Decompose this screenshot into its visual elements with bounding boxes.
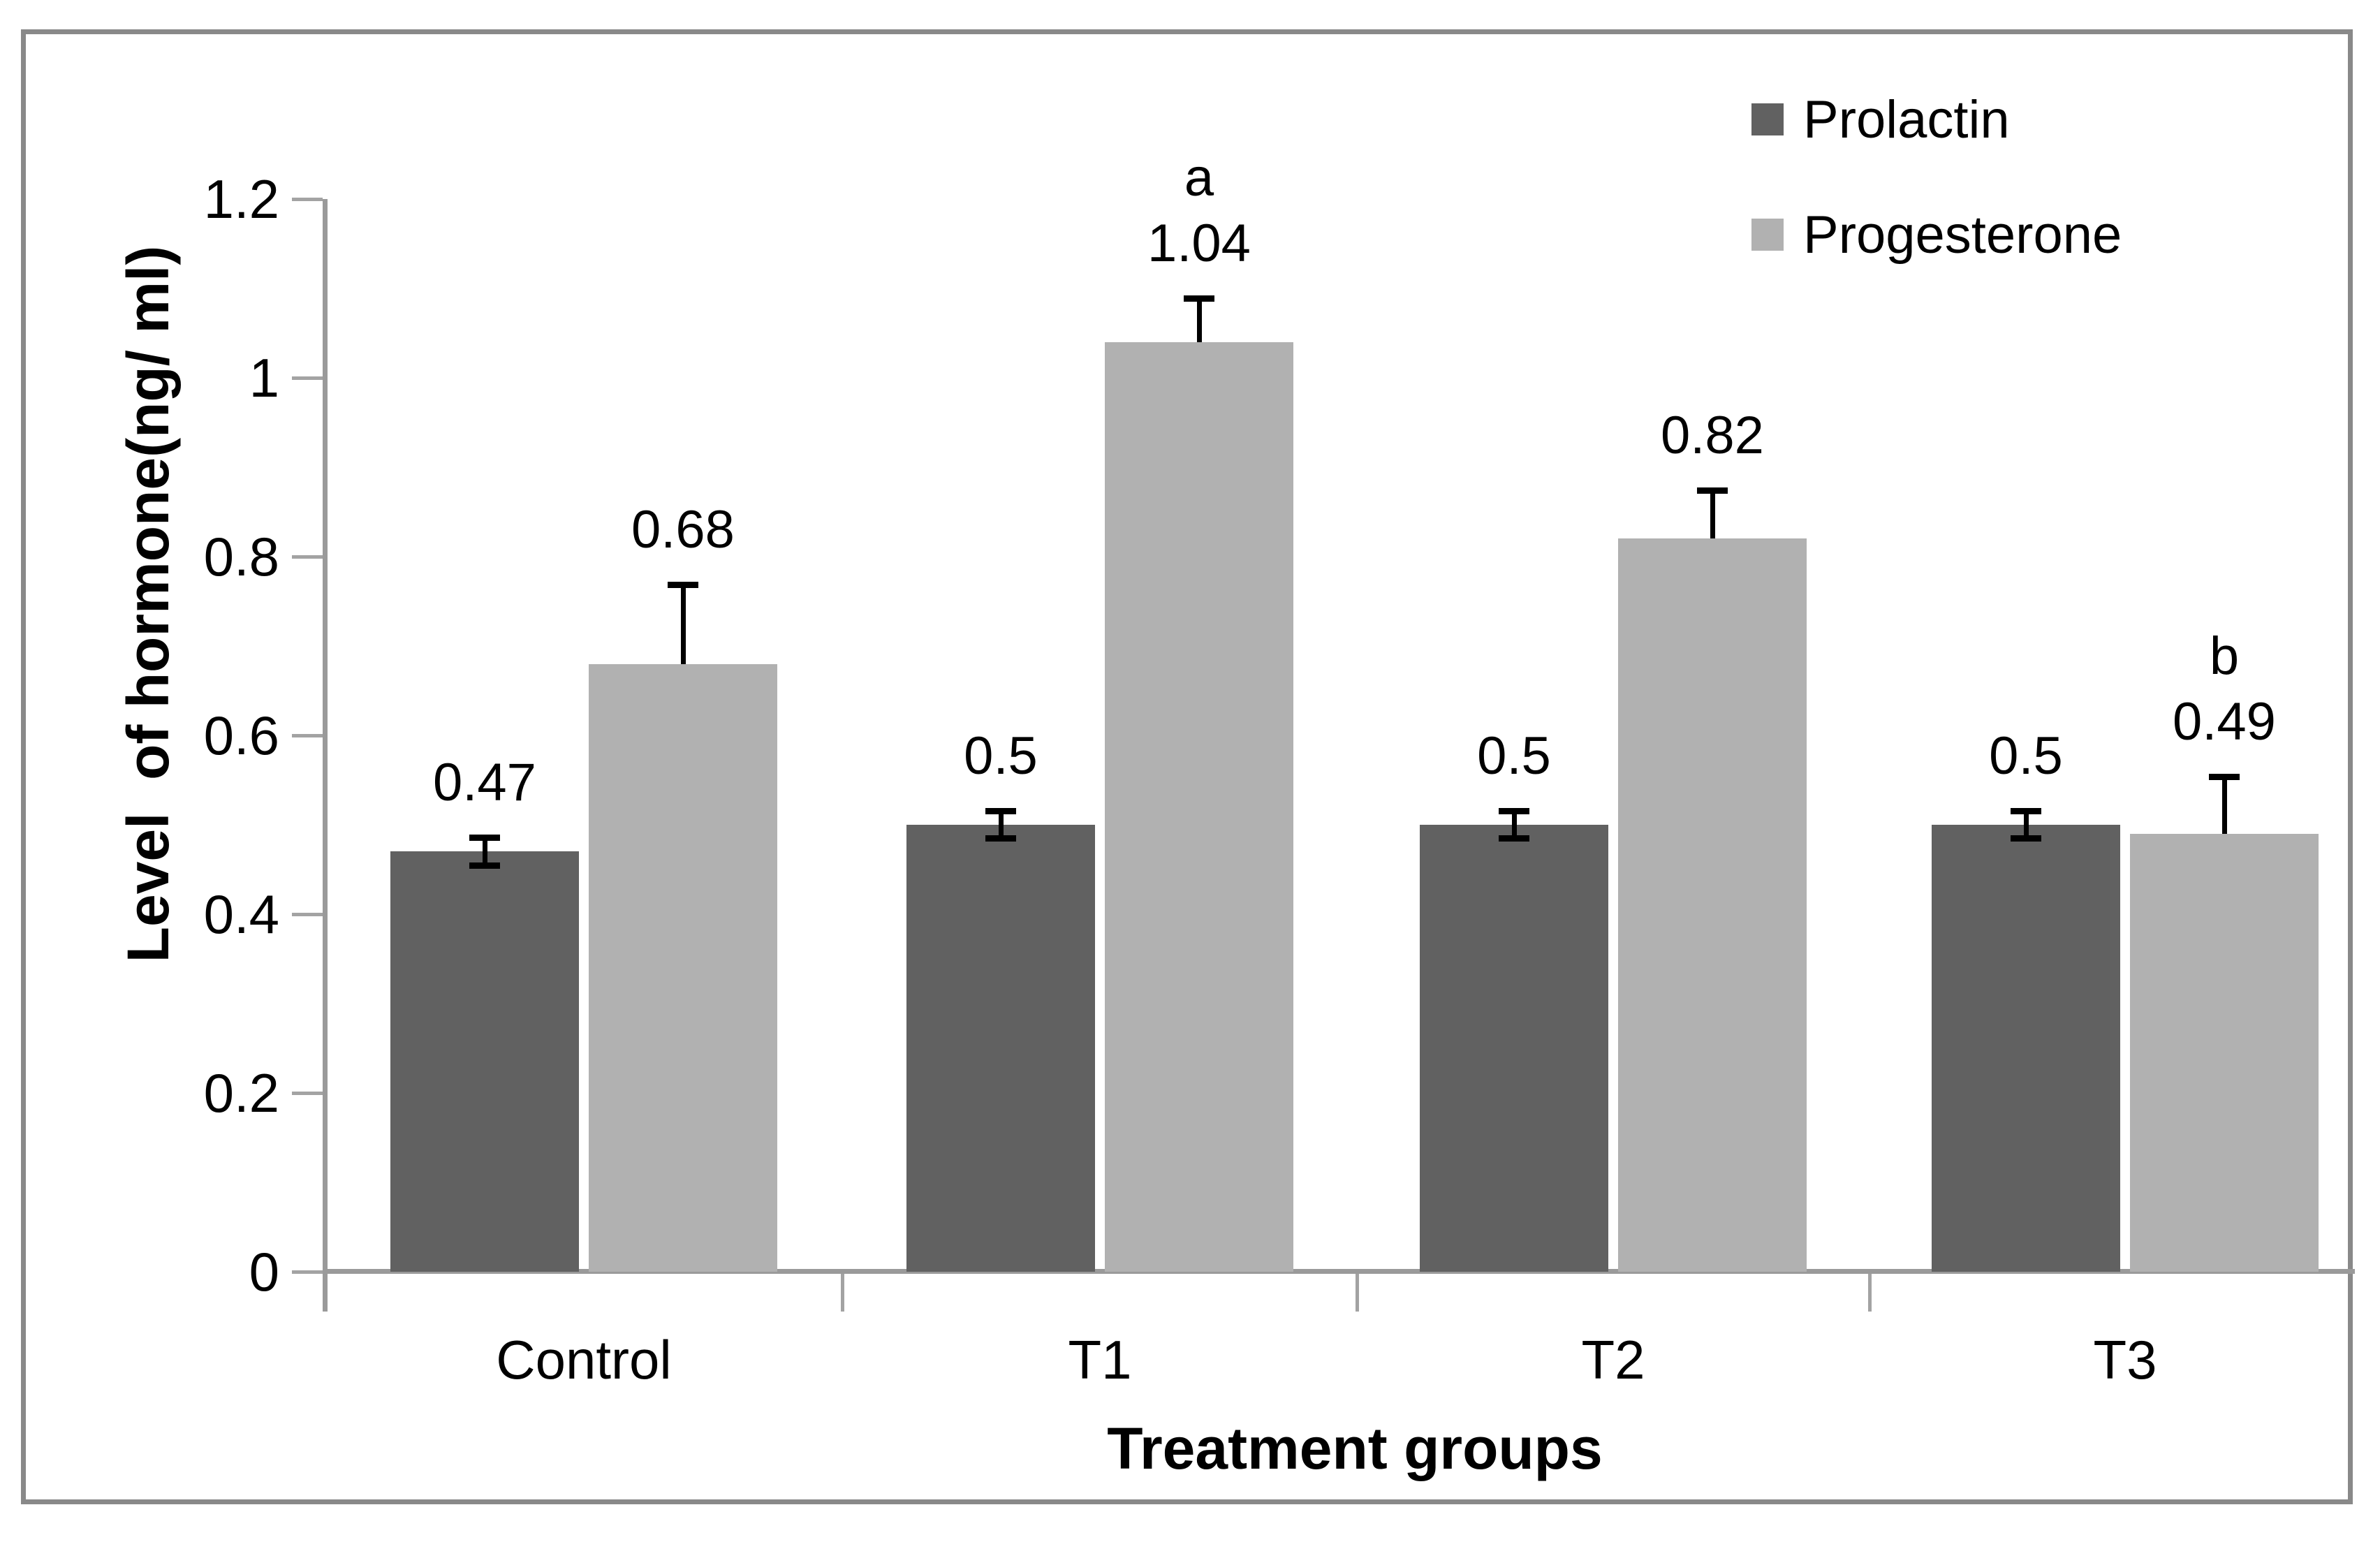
value-label: 0.82 xyxy=(1661,406,1764,466)
y-axis-tick xyxy=(292,376,323,380)
x-category-label: T3 xyxy=(2093,1329,2157,1390)
y-axis-title: Level of hormone(ng/ ml) xyxy=(115,245,181,963)
error-bar-cap-bottom xyxy=(985,835,1016,842)
y-axis-tick xyxy=(292,1270,323,1274)
error-bar-cap-top xyxy=(2209,774,2240,780)
x-axis-tick xyxy=(841,1274,844,1312)
x-category-label: T1 xyxy=(1068,1329,1132,1390)
error-bar-cap-top xyxy=(668,581,698,588)
y-tick-label: 1.2 xyxy=(203,168,279,230)
bar-prolactin-t1 xyxy=(906,825,1095,1272)
error-bar-stem xyxy=(1710,494,1715,539)
legend-label-prolactin: Prolactin xyxy=(1803,90,2010,149)
bar-prolactin-t2 xyxy=(1420,825,1608,1272)
value-label: 0.5 xyxy=(964,726,1038,786)
y-axis-tick xyxy=(292,913,323,916)
error-bar-stem xyxy=(483,841,487,862)
y-tick-label: 0.6 xyxy=(203,705,279,766)
bar-progesterone-t2 xyxy=(1618,538,1807,1272)
significance-letter: b xyxy=(2209,626,2240,686)
y-axis-tick xyxy=(292,734,323,737)
bar-progesterone-t1 xyxy=(1105,342,1293,1272)
x-category-label: T2 xyxy=(1581,1329,1645,1390)
prolactin-swatch-icon xyxy=(1751,103,1784,135)
x-axis-title: Treatment groups xyxy=(1107,1416,1603,1481)
value-label: 0.49 xyxy=(2173,692,2276,751)
y-axis-tick xyxy=(292,1092,323,1095)
x-axis-tick xyxy=(1868,1274,1872,1312)
error-bar-stem xyxy=(2222,780,2227,834)
value-label: 1.04 xyxy=(1147,214,1251,274)
progesterone-swatch-icon xyxy=(1751,219,1784,251)
error-bar-cap-top xyxy=(1184,295,1214,302)
value-label: 0.5 xyxy=(1989,726,2063,786)
error-bar-cap-top xyxy=(1697,487,1728,494)
error-bar-cap-bottom xyxy=(2011,835,2041,842)
error-bar-cap-top xyxy=(469,835,500,842)
y-tick-label: 0 xyxy=(249,1241,279,1302)
y-axis-tick xyxy=(292,198,323,201)
x-axis-tick xyxy=(1356,1274,1359,1312)
y-tick-label: 0.4 xyxy=(203,883,279,945)
y-tick-label: 0.2 xyxy=(203,1062,279,1124)
error-bar-cap-bottom xyxy=(469,862,500,869)
error-bar-stem xyxy=(1197,302,1202,342)
bar-prolactin-t3 xyxy=(1932,825,2120,1272)
y-axis-line xyxy=(323,199,328,1312)
legend-label-progesterone: Progesterone xyxy=(1803,205,2122,265)
error-bar-cap-top xyxy=(985,807,1016,814)
significance-letter: a xyxy=(1184,148,1214,208)
bar-progesterone-control xyxy=(589,663,777,1272)
bar-prolactin-control xyxy=(390,851,579,1272)
error-bar-stem xyxy=(681,587,686,664)
x-axis-line xyxy=(323,1269,2355,1274)
value-label: 0.5 xyxy=(1477,726,1551,786)
y-axis-tick xyxy=(292,555,323,559)
error-bar-stem xyxy=(999,814,1004,836)
error-bar-cap-bottom xyxy=(1499,835,1529,842)
error-bar-stem xyxy=(1512,814,1517,836)
error-bar-stem xyxy=(2024,814,2029,836)
value-label: 0.47 xyxy=(433,753,536,813)
x-category-label: Control xyxy=(496,1329,672,1390)
y-tick-label: 1 xyxy=(249,347,279,409)
y-tick-label: 0.8 xyxy=(203,526,279,587)
value-label: 0.68 xyxy=(631,499,735,559)
bar-progesterone-t3 xyxy=(2130,833,2319,1272)
error-bar-cap-top xyxy=(2011,807,2041,814)
error-bar-cap-top xyxy=(1499,807,1529,814)
